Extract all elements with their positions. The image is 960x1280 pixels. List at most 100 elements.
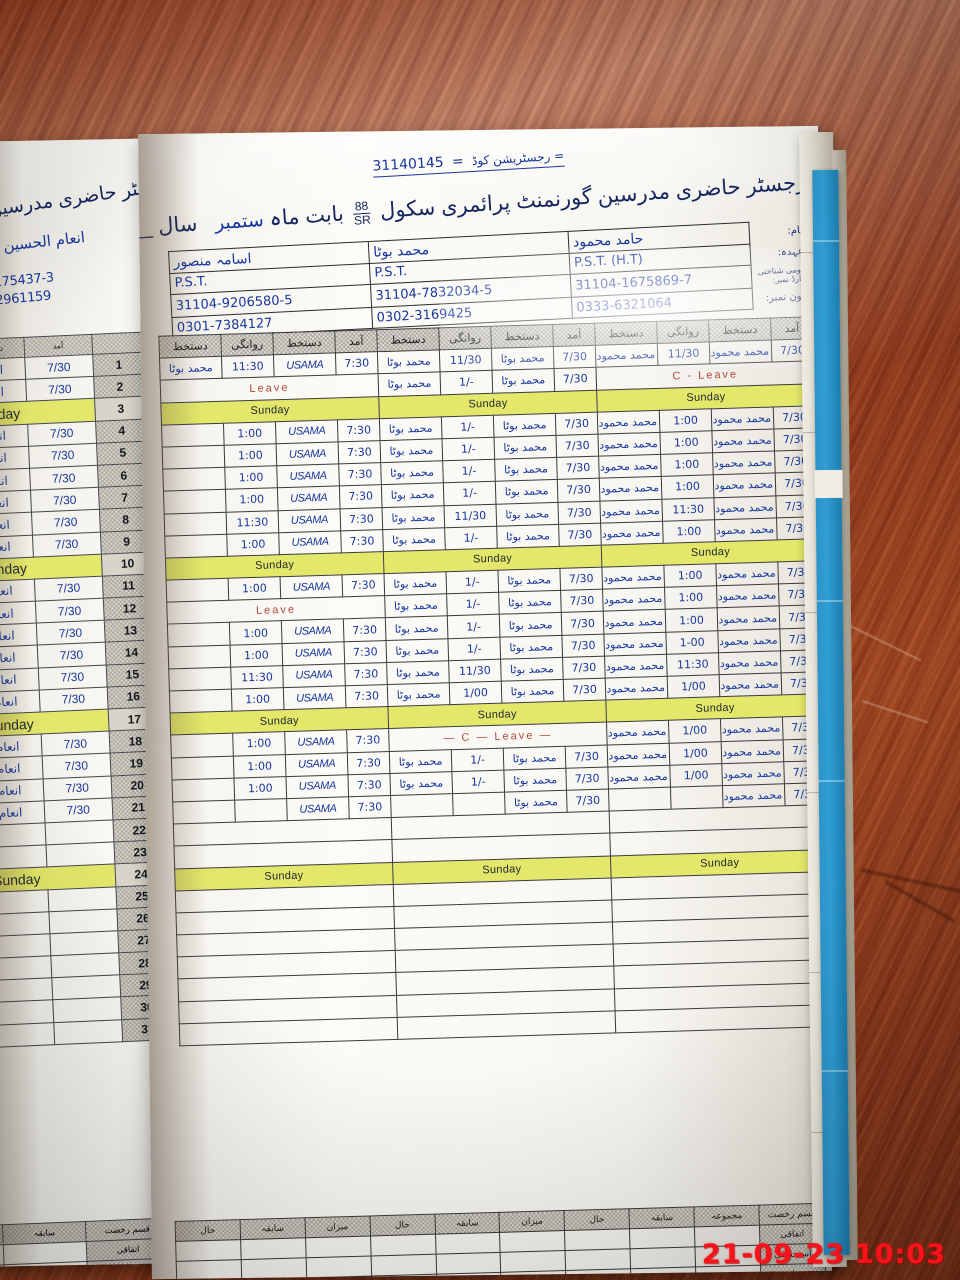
dep-sign-t3 [162,445,225,470]
dep-sign-t2: محمد بوٹا [387,682,450,707]
summary-cell-0-1: سابقہ [239,1217,306,1240]
arr-sign-t2: محمد بوٹا [499,612,562,637]
arr-sign-t2: محمد بوٹا [493,435,557,460]
left-sign: انعام [0,800,45,826]
col-header-departure-t2: روانگی [438,326,492,351]
dep-sign-t1: محمد محمود [601,565,665,590]
dep-time-t3: 1:00 [229,621,283,645]
summary-cell-2-3 [370,1254,437,1276]
summary-cell-3-4 [436,1272,502,1280]
summary-cell-2-7 [630,1246,696,1269]
dep-time-t1: 1:00 [661,475,714,499]
info-label-name: نام: [787,225,804,237]
teacher-3-name: اسامہ منصور [173,250,252,271]
dep-sign-t1: محمد محمود [599,476,662,501]
left-arr [47,886,117,912]
arr-time-t2: 7/30 [555,434,599,458]
summary-cell-3-1 [241,1277,308,1280]
left-sign: انعام [0,601,37,627]
left-sign: انعام [0,689,41,715]
col-header-arrival-sign-t3: دستخط [272,330,336,355]
dep-sign-t2: محمد بوٹا [384,594,448,619]
dep-time-t2: 1/- [443,481,496,506]
left-arr: 7/30 [43,797,113,823]
right-page: 31140145 = رجسٹریشن کوڈ = رجسٹر حاضری مد… [138,125,832,1280]
arr-sign-t2: محمد بوٹا [493,413,556,438]
left-sign [0,1022,55,1048]
dep-time-t1: 1/00 [669,763,723,788]
reg-code-value: 31140145 [372,154,445,175]
dep-sign-t3 [164,511,227,536]
dep-time-t2: 1/- [445,570,499,595]
arr-sign-t3: USAMA [281,619,344,644]
dep-time-t3: 1:00 [233,776,287,801]
dep-sign-t1: محمد محمود [598,454,662,479]
arr-sign-t1: محمد محمود [714,517,778,542]
left-sign [0,933,51,959]
dep-sign-t2: محمد بوٹا [389,749,452,774]
left-sign: انعام [0,645,39,671]
left-col-date [91,332,145,355]
arr-time-t3: 7:30 [340,529,384,553]
summary-cell-2-0 [176,1259,242,1280]
teacher-2-cnic: 31104-7832034-5 [375,282,493,304]
dep-sign-t1: محمد محمود [600,521,664,546]
summary-cell-1-4 [435,1232,501,1255]
dep-sign-t3 [164,533,228,558]
left-arr: 7/30 [42,775,112,801]
col-header-arrival-sign-t2: دستخط [490,324,554,349]
arr-sign-t1: محمد محمود [722,783,786,808]
dep-time-t3: 11:30 [221,354,275,379]
dep-sign-t3: محمد بوٹا [159,356,223,381]
dep-time-t2: 11/30 [439,348,493,373]
dep-time-t3: 1:00 [224,465,278,490]
teacher-2-phone: 0302-3169425 [376,305,473,326]
desk-crack [860,868,960,895]
dep-time-t3: 11:30 [230,665,284,690]
teacher-1-post: P.S.T. (H.T) [573,252,644,272]
dep-time-t2: 1/- [441,415,494,439]
arr-time-t2: 7/30 [561,633,605,658]
dep-time-t1: 1:00 [662,519,716,544]
dep-time-t1: 1:00 [659,408,712,433]
left-sign: انعام [0,579,36,605]
dep-sign-t2: محمد بوٹا [380,460,444,485]
dep-time-t1: 1:00 [659,430,713,455]
left-date-cell: 2 [93,374,147,399]
dep-time-t1: 11/30 [657,342,710,366]
dep-sign-t2: محمد بوٹا [386,660,450,685]
dep-sign-t2: محمد بوٹا [378,372,441,397]
left-arr: 7/30 [24,354,94,380]
arr-time-t2: 7/30 [566,788,610,813]
arr-sign-t2: محمد بوٹا [496,524,560,549]
arr-time-t2: 7/30 [557,500,601,525]
dep-time-t2 [452,792,506,816]
left-date-cell: 3 [94,396,148,421]
arr-sign-t1: محمد محمود [721,739,784,764]
arr-time-t2: 7/30 [565,744,608,769]
left-sign: انعام [0,734,42,760]
dep-sign-t1: محمد محمود [606,720,670,745]
arr-time-t3: 7:30 [338,440,381,465]
col-header-departure-sign-t3: دستخط [158,334,222,359]
dep-sign-t2: محمد بوٹا [385,616,448,641]
arr-time-t2: 7/30 [556,456,600,480]
arr-time-t3: 7:30 [342,573,385,598]
dep-time-t1: 11:30 [666,652,720,677]
dep-time-t3: 1:00 [231,687,284,712]
dep-time-t3: 1:00 [233,754,286,778]
left-arr: 7/30 [37,642,106,668]
dep-time-t1: 1/00 [667,674,720,699]
dep-sign-t3 [161,423,225,448]
timestamp-time: 10:03 [855,1239,946,1270]
summary-cell-1-2 [305,1235,371,1258]
arr-time-t2: 7/30 [560,589,604,613]
dep-sign-t2: محمد بوٹا [377,350,441,375]
arr-sign-t3: USAMA [278,508,341,533]
arr-time-t2: 7/30 [558,522,602,547]
arr-sign-t1: محمد محمود [716,584,780,609]
arr-sign-t1: محمد محمود [709,340,772,365]
arr-time-t3: 7:30 [343,640,387,664]
dep-sign-t2: محمد بوٹا [380,438,443,463]
arr-sign-t3: USAMA [280,574,343,599]
